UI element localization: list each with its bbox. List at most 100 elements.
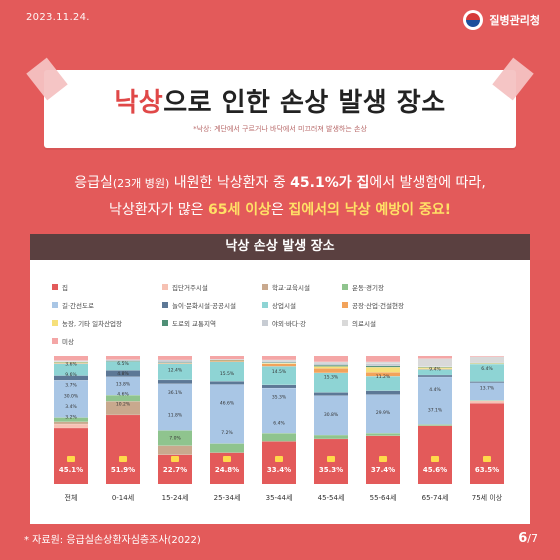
segment-label: 13.8% <box>116 381 131 387</box>
summary-emphasis: 65세 이상 <box>208 202 272 218</box>
segment-label: 29.9% <box>376 410 391 416</box>
bar-segment <box>54 356 88 361</box>
bar-segment <box>106 356 140 360</box>
bar-segment <box>158 363 192 364</box>
bar-segment <box>314 392 348 396</box>
bar-segment <box>366 376 400 391</box>
bar-segment <box>210 359 244 360</box>
bar-segment <box>262 362 296 364</box>
bar-segment <box>262 384 296 388</box>
bar-segment <box>470 400 504 401</box>
bar-segment <box>262 441 296 484</box>
legend-label: 농장, 기타 일차산업장 <box>62 319 122 328</box>
home-percent-label: 37.4% <box>371 466 395 474</box>
legend-swatch <box>342 320 348 326</box>
bar-segment <box>418 376 452 425</box>
legend-swatch <box>262 284 268 290</box>
bar-segment <box>54 375 88 381</box>
bar-segment <box>106 376 140 396</box>
segment-label: 11.2% <box>376 374 391 380</box>
house-icon <box>223 456 231 462</box>
bar-segment <box>314 395 348 435</box>
bar-segment <box>158 356 192 360</box>
bar-segment <box>418 374 452 377</box>
page-current: 6 <box>518 531 528 546</box>
legend-swatch <box>52 320 58 326</box>
segment-label: 3.6% <box>65 361 77 367</box>
bar-segment <box>314 372 348 393</box>
bar-segment <box>366 365 400 368</box>
bar-segment <box>418 369 452 375</box>
bar-segment <box>418 425 452 484</box>
category-label: 25-34세 <box>214 493 241 502</box>
segment-label: 13.7% <box>480 385 495 391</box>
bar-segment <box>314 363 348 366</box>
legend-label: 놀이·문화시설·공공시설 <box>172 301 236 310</box>
bar-segment <box>314 434 348 439</box>
bar-segment <box>418 366 452 367</box>
chart-title: 낙상 손상 발생 장소 <box>30 234 530 260</box>
summary-emphasis: 집에서의 낙상 예방이 중요! <box>288 202 452 218</box>
date-label: 2023.11.24. <box>26 12 90 23</box>
bar-segment <box>54 423 88 428</box>
segment-label: 3.7% <box>65 383 77 389</box>
government-emblem-icon <box>463 10 484 30</box>
legend-swatch <box>342 302 348 308</box>
bar-segment <box>158 379 192 384</box>
bar-segment <box>210 359 244 361</box>
segment-label: 37.1% <box>428 407 443 413</box>
legend-label: 도로외 교통지역 <box>172 319 216 328</box>
bar-segment <box>158 359 192 363</box>
legend-label: 운동·경기장 <box>352 283 384 292</box>
bar-segment <box>418 366 452 368</box>
segment-label: 36.1% <box>168 390 183 396</box>
house-icon <box>379 456 387 462</box>
legend-swatch <box>262 320 268 326</box>
legend-label: 집 <box>62 284 68 292</box>
bar-segment <box>470 382 504 401</box>
segment-label: 9.6% <box>65 372 77 378</box>
segment-label: 46.6% <box>220 400 235 406</box>
summary-text-part: 에서 발생함에 따라, <box>369 175 486 191</box>
bar-segment <box>54 361 88 362</box>
segment-label: 7.2% <box>221 430 233 436</box>
summary-text-part: 낙상환자가 많은 <box>108 202 209 218</box>
bar-segment <box>366 372 400 377</box>
bar-segment <box>470 381 504 383</box>
summary-text-part: 은 <box>271 202 289 218</box>
bar-segment <box>210 356 244 360</box>
legend-swatch <box>162 302 168 308</box>
bar-segment <box>418 358 452 367</box>
bar-segment <box>262 363 296 364</box>
category-label: 65-74세 <box>422 493 449 502</box>
bar-segment <box>366 394 400 434</box>
chart-panel: 낙상 손상 발생 장소 집 집단거주시설 학교·교육시설 운동·경기장 길·간선도로 놀이… <box>30 234 530 524</box>
legend-swatch <box>52 302 58 308</box>
bar-segment <box>314 368 348 373</box>
segment-label: 15.3% <box>324 375 339 381</box>
legend-swatch <box>162 284 168 290</box>
bar-segment <box>210 381 244 385</box>
house-icon <box>119 456 127 462</box>
bar-segment <box>366 361 400 364</box>
home-percent-label: 45.6% <box>423 466 447 474</box>
segment-label: 14.5% <box>272 369 287 375</box>
legend-swatch <box>342 284 348 290</box>
bar-segment <box>210 361 244 382</box>
bar-segment <box>366 433 400 436</box>
bar-segment <box>158 430 192 446</box>
summary-text: 응급실(23개 병원) 내원한 낙상환자 중 45.1%가 집에서 발생함에 따… <box>0 170 560 223</box>
bar-segment <box>54 362 88 363</box>
house-icon <box>67 456 75 462</box>
source-note: * 자료원: 응급실손상환자심층조사(2022) <box>24 535 201 546</box>
bar-segment <box>366 367 400 373</box>
bar-segment <box>314 366 348 369</box>
bar-segment <box>262 387 296 434</box>
legend-label: 상업시설 <box>272 301 296 310</box>
bar-segment <box>54 360 88 362</box>
bar-segment <box>314 361 348 364</box>
bar-segment <box>54 362 88 364</box>
bar-segment <box>262 366 296 385</box>
bar-segment <box>106 370 140 377</box>
